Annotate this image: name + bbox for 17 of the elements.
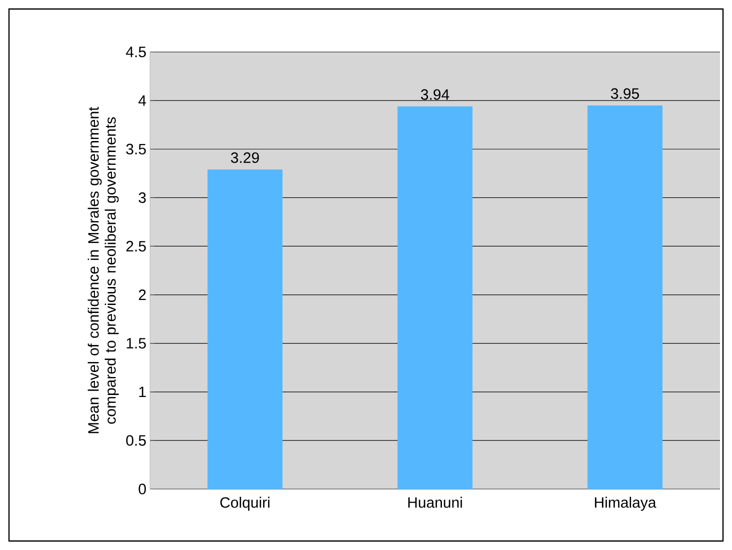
y-axis-title: Mean level of confidence in Morales government compared to previous neoliberal governments — [88, 106, 119, 434]
y-tick-label: 2 — [138, 290, 146, 300]
data-label: 3.95 — [610, 88, 639, 99]
y-tick-label: 0 — [138, 484, 146, 494]
data-label: 3.94 — [420, 89, 450, 100]
data-label: 3.29 — [230, 152, 259, 163]
y-tick-label: 3.5 — [126, 144, 146, 154]
x-tick-label: Colquiri — [220, 496, 270, 511]
y-tick-label: 1 — [139, 386, 146, 398]
y-tick-label: 3 — [138, 192, 146, 203]
y-tick-label: 1.5 — [126, 338, 146, 349]
y-tick-label: 0.5 — [126, 435, 146, 446]
y-tick-label: 4 — [138, 95, 146, 106]
y-tick-label: 2.5 — [126, 240, 146, 252]
x-tick-label: Himalaya — [594, 496, 656, 511]
x-tick-label: Huanuni — [408, 496, 462, 508]
y-tick-label: 4.5 — [126, 46, 146, 58]
